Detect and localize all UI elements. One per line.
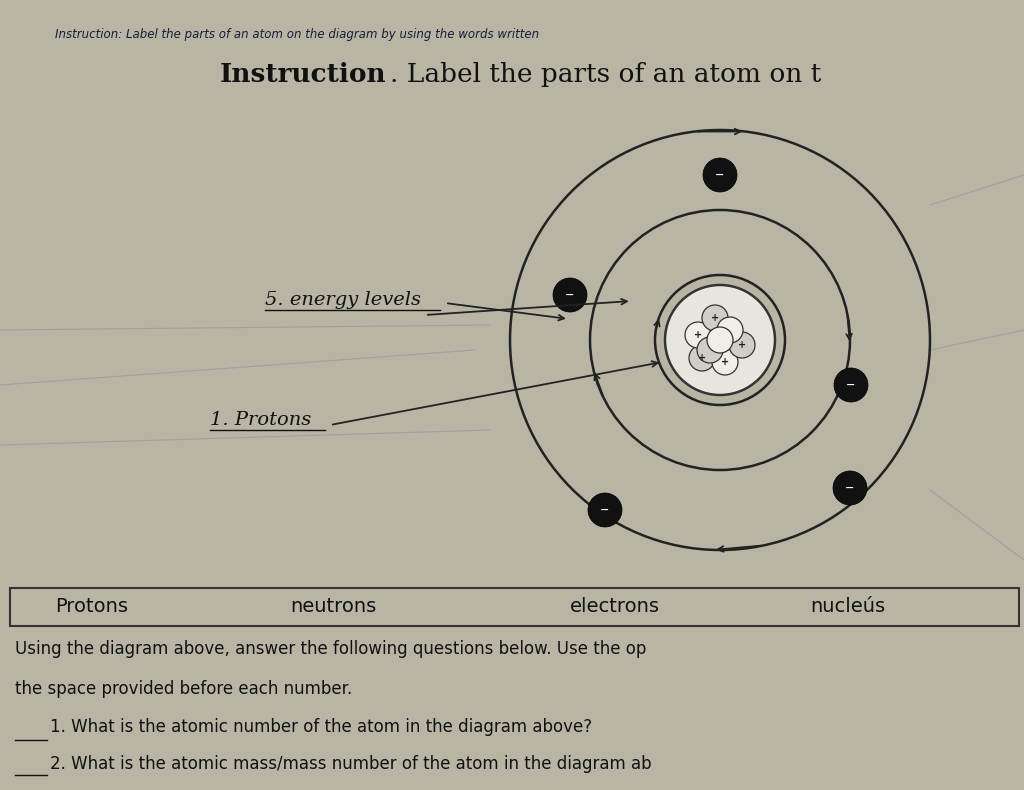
Text: . Label the parts of an atom on t: . Label the parts of an atom on t	[390, 62, 821, 87]
Circle shape	[703, 158, 737, 192]
Circle shape	[834, 368, 868, 402]
Text: neutrons: neutrons	[290, 597, 376, 616]
Circle shape	[689, 345, 715, 371]
Text: +: +	[698, 353, 707, 363]
Circle shape	[702, 305, 728, 331]
Circle shape	[833, 471, 867, 505]
Text: +: +	[721, 357, 729, 367]
Text: 5. energy levels: 5. energy levels	[265, 291, 421, 309]
Circle shape	[729, 332, 755, 358]
Circle shape	[553, 278, 587, 312]
Text: −: −	[600, 505, 609, 515]
Text: +: +	[711, 313, 719, 323]
Text: −: −	[846, 483, 855, 493]
Circle shape	[665, 285, 775, 395]
Text: Instruction: Label the parts of an atom on the diagram by using the words writte: Instruction: Label the parts of an atom …	[55, 28, 539, 41]
Text: 1. What is the atomic number of the atom in the diagram above?: 1. What is the atomic number of the atom…	[50, 718, 592, 736]
Text: +: +	[694, 330, 702, 340]
Text: 1. Protons: 1. Protons	[210, 411, 311, 429]
Text: Protons: Protons	[55, 597, 128, 616]
Text: −: −	[716, 170, 725, 180]
Text: Using the diagram above, answer the following questions below. Use the op: Using the diagram above, answer the foll…	[15, 640, 646, 658]
Text: +: +	[738, 340, 746, 350]
Text: −: −	[565, 290, 574, 300]
Text: nucleús: nucleús	[810, 597, 885, 616]
Text: electrons: electrons	[570, 597, 660, 616]
Text: 2. What is the atomic mass/mass number of the atom in the diagram ab: 2. What is the atomic mass/mass number o…	[50, 755, 651, 773]
Text: Instruction: Instruction	[220, 62, 387, 87]
Circle shape	[717, 317, 743, 343]
Text: the space provided before each number.: the space provided before each number.	[15, 680, 352, 698]
Circle shape	[707, 327, 733, 353]
Bar	[10, 588, 1019, 626]
Circle shape	[697, 337, 723, 363]
Circle shape	[685, 322, 711, 348]
Circle shape	[588, 493, 622, 527]
Circle shape	[712, 349, 738, 375]
Text: −: −	[846, 380, 856, 390]
